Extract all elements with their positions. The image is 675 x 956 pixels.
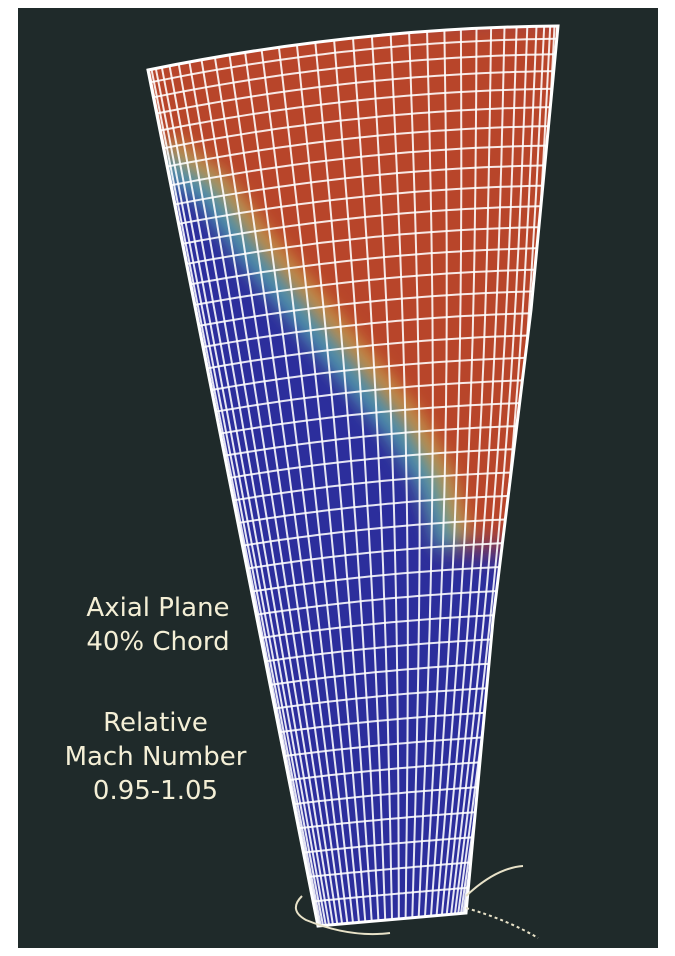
quantity-range: 0.95-1.05 [92,776,219,806]
grid-line-spanwise [244,52,354,924]
grid-line-chordwise [163,106,554,150]
grid-line-spanwise [445,27,506,915]
grid-line-chordwise [279,711,497,734]
grid-line-spanwise [430,29,463,917]
grid-line-chordwise [233,471,526,502]
grid-line-chordwise [298,810,482,830]
hub-curve-left [295,895,391,936]
grid-line-chordwise [159,87,555,132]
blade-outline [146,24,560,928]
grid-line-chordwise [228,447,529,479]
grid-line-spanwise [160,67,324,926]
grid-line-spanwise [213,57,344,925]
hub-curve-lower [465,907,539,939]
grid-line-spanwise [200,59,339,925]
grid-line-chordwise [293,785,486,806]
grid-line-chordwise [194,268,544,306]
grid-line-chordwise [190,247,545,286]
grid-line-spanwise [453,26,529,915]
grid-line-spanwise [352,37,393,920]
mach-contour-surface [148,26,558,926]
grid-line-spanwise [435,28,478,916]
quantity-line-2: Mach Number [64,742,247,772]
grid-line-spanwise [188,61,334,925]
grid-line-spanwise [150,69,321,926]
grid-line-spanwise [389,34,409,919]
grid-line-chordwise [220,401,533,435]
hub-curve-right [465,865,524,897]
grid-line-spanwise [295,44,373,922]
grid-line-chordwise [237,494,524,524]
grid-line-chordwise [251,565,516,593]
grid-line-chordwise [156,70,556,115]
grid-line-spanwise [314,42,380,921]
grid-line-chordwise [174,164,551,206]
grid-line-spanwise [408,32,421,918]
grid-line-spanwise [277,47,367,922]
blade-mesh-visualization [146,24,560,939]
grid-line-chordwise [308,861,474,878]
plane-annotation: Axial Plane 40% Chord [58,591,258,659]
plane-chord-position: 40% Chord [86,627,230,657]
grid-line-chordwise [178,184,549,225]
grid-line-chordwise [153,53,557,99]
grid-line-spanwise [260,49,360,923]
grid-line-spanwise [168,65,327,926]
shock-transition-band-yellow [163,136,471,541]
grid-line-chordwise [256,589,513,616]
grid-line-spanwise [370,36,400,919]
grid-line-chordwise [313,886,471,903]
visualization-frame: Axial Plane 40% Chord Relative Mach Numb… [18,8,658,948]
grid-line-chordwise [186,226,547,265]
grid-line-chordwise [182,205,548,245]
grid-line-spanwise [450,26,518,915]
grid-line-chordwise [211,356,537,391]
grid-line-spanwise [424,30,448,917]
grid-line-chordwise [198,290,542,327]
grid-line-spanwise [333,40,387,921]
grid-line-chordwise [150,37,558,84]
grid-line-chordwise [170,144,552,187]
grid-line-chordwise [242,517,521,547]
grid-line-chordwise [265,637,507,663]
quantity-annotation: Relative Mach Number 0.95-1.05 [43,706,268,808]
grid-line-spanwise [177,63,331,926]
grid-line-chordwise [246,541,518,570]
grid-line-spanwise [154,68,322,926]
grid-line-chordwise [269,662,503,686]
grid-line-chordwise [215,379,535,413]
grid-line-chordwise [202,312,541,349]
grid-line-chordwise [274,686,500,710]
quantity-line-1: Relative [103,708,208,738]
grid-line-spanwise [417,31,434,918]
grid-line-chordwise [303,835,478,854]
plane-title: Axial Plane [86,593,230,623]
grid-line-chordwise [260,613,510,639]
grid-line-spanwise [228,54,349,924]
grid-line-chordwise [167,125,553,168]
grid-line-chordwise [288,760,489,782]
shock-transition-band-cyan [150,147,463,552]
grid-line-chordwise [224,424,531,457]
grid-line-chordwise [207,334,539,370]
grid-line-spanwise [440,27,493,916]
grid-line-chordwise [284,736,493,758]
